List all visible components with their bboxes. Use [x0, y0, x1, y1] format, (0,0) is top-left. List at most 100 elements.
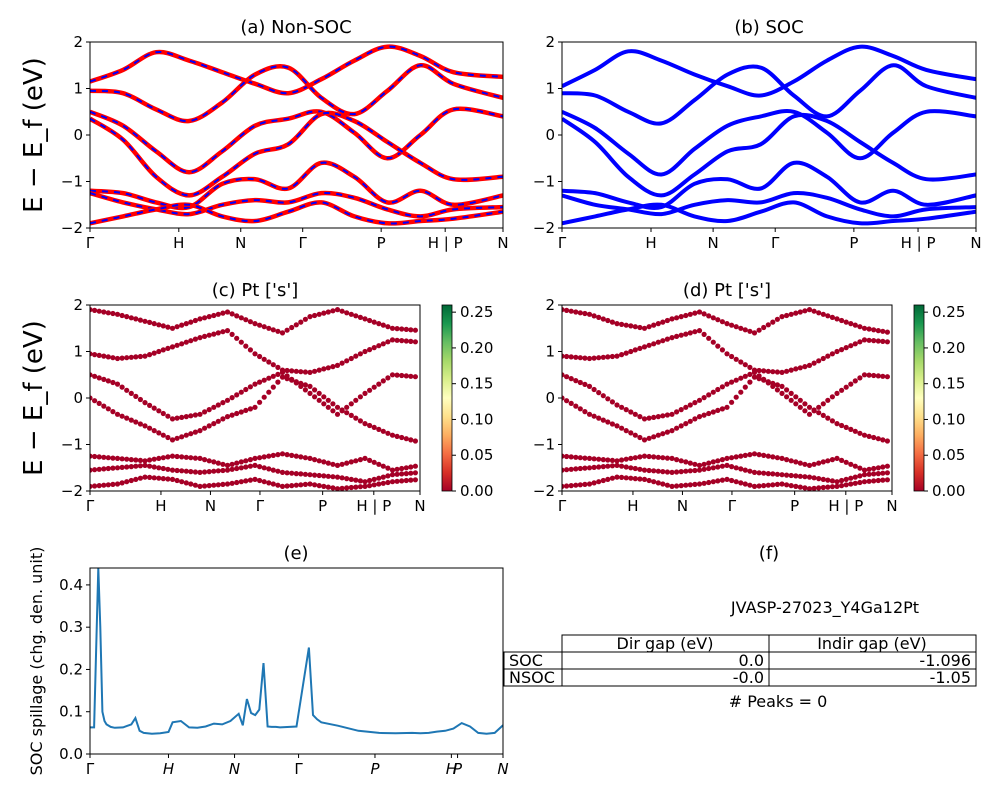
- projected-band-point: [562, 467, 565, 473]
- projected-band-point: [591, 464, 597, 470]
- projected-band-point: [367, 347, 373, 353]
- projected-band-point: [321, 366, 327, 372]
- panel-b-x-ticks: Γ H N Γ P H | P N: [558, 228, 982, 252]
- projected-band-point: [128, 315, 134, 321]
- projected-band-point: [247, 319, 253, 325]
- colorbar-tick-label: 0.00: [460, 482, 493, 500]
- projected-band-point: [215, 460, 221, 466]
- projected-band-point: [270, 362, 276, 368]
- projected-band-point: [632, 411, 638, 417]
- projected-band-point: [376, 343, 382, 349]
- projected-band-point: [696, 462, 703, 468]
- panel-e-frame: [89, 567, 504, 755]
- projected-band-point: [600, 316, 606, 322]
- projected-band-point: [880, 477, 886, 483]
- projected-band-point: [669, 428, 675, 434]
- projected-band-point: [275, 482, 281, 488]
- projected-band-point: [96, 454, 102, 460]
- colorbar-tick-label: 0.10: [932, 410, 965, 428]
- projected-band-point: [215, 468, 221, 474]
- projected-band-point: [852, 378, 858, 384]
- projected-band-point: [293, 471, 299, 477]
- projected-band-point: [380, 322, 386, 328]
- projected-band-point: [403, 471, 409, 477]
- projected-band-point: [866, 471, 872, 477]
- projected-band-point: [619, 404, 625, 410]
- projected-band-point: [206, 483, 212, 489]
- projected-band-point: [591, 456, 597, 462]
- projected-band-point: [220, 329, 226, 335]
- projected-band-point: [816, 460, 822, 466]
- projected-band-point: [362, 348, 368, 355]
- projected-band-point: [884, 438, 891, 444]
- projected-band-point: [802, 461, 808, 467]
- projected-band-point: [160, 455, 166, 461]
- projected-band-point: [270, 373, 276, 379]
- projected-band-point: [279, 330, 286, 336]
- projected-band-point: [852, 480, 858, 486]
- projected-band-point: [825, 477, 831, 483]
- projected-band-point: [875, 477, 881, 484]
- projected-band-point: [614, 423, 620, 429]
- projected-band-point: [339, 475, 345, 481]
- projected-band-point: [829, 478, 836, 484]
- projected-band-point: [614, 321, 620, 327]
- y-tick-label: 0.1: [59, 703, 83, 721]
- projected-band-point: [202, 457, 208, 463]
- projected-band-point: [119, 355, 125, 361]
- panel-d-colorbar-ticks: 0.25 0.20 0.15 0.10 0.05 0.00: [924, 303, 965, 500]
- band-line-soc: [562, 112, 976, 198]
- projected-band-point: [124, 464, 130, 470]
- projected-band-point: [843, 424, 849, 430]
- projected-band-point: [774, 471, 781, 477]
- projected-band-point: [596, 415, 602, 421]
- projected-band-point: [564, 467, 570, 473]
- projected-band-point: [399, 478, 405, 484]
- projected-band-point: [234, 479, 240, 486]
- projected-band-point: [238, 339, 244, 345]
- projected-band-point: [619, 425, 625, 431]
- x-tick-label: H: [446, 760, 457, 778]
- projected-band-point: [183, 480, 189, 486]
- projected-band-point: [357, 484, 363, 490]
- projected-band-point: [197, 455, 203, 461]
- projected-band-point: [399, 434, 405, 441]
- panel-d-points: [562, 307, 891, 491]
- projected-band-point: [261, 479, 267, 485]
- projected-band-point: [90, 395, 93, 401]
- projected-band-point: [367, 457, 373, 463]
- projected-band-point: [871, 327, 877, 333]
- panel-c-colorbar: [441, 304, 453, 492]
- projected-band-point: [573, 378, 579, 384]
- projected-band-point: [646, 324, 652, 330]
- projected-band-point: [238, 459, 244, 465]
- projected-band-point: [92, 352, 98, 358]
- y-tick-label: −1: [61, 436, 83, 454]
- x-tick-label: Γ: [86, 234, 95, 252]
- projected-band-point: [811, 485, 817, 491]
- projected-band-point: [573, 482, 579, 488]
- projected-band-point: [655, 321, 661, 327]
- projected-band-point: [202, 483, 208, 489]
- projected-band-point: [156, 475, 162, 481]
- projected-band-point: [279, 374, 286, 380]
- projected-band-point: [568, 308, 574, 314]
- projected-band-point: [577, 406, 583, 412]
- projected-band-point: [96, 466, 102, 472]
- projected-band-point: [124, 479, 130, 485]
- projected-band-point: [765, 453, 771, 459]
- x-tick-label: P: [453, 760, 463, 778]
- projected-band-point: [330, 364, 336, 370]
- projected-band-point: [719, 384, 726, 390]
- projected-band-point: [298, 482, 304, 488]
- projected-band-point: [761, 324, 767, 331]
- projected-band-point: [339, 407, 345, 413]
- projected-band-point: [770, 380, 776, 386]
- projected-band-point: [568, 354, 574, 360]
- projected-band-point: [857, 339, 863, 345]
- projected-band-point: [729, 379, 735, 385]
- projected-band-point: [357, 351, 363, 357]
- projected-band-point: [706, 392, 712, 398]
- projected-band-point: [165, 434, 171, 441]
- projected-band-point: [307, 472, 313, 478]
